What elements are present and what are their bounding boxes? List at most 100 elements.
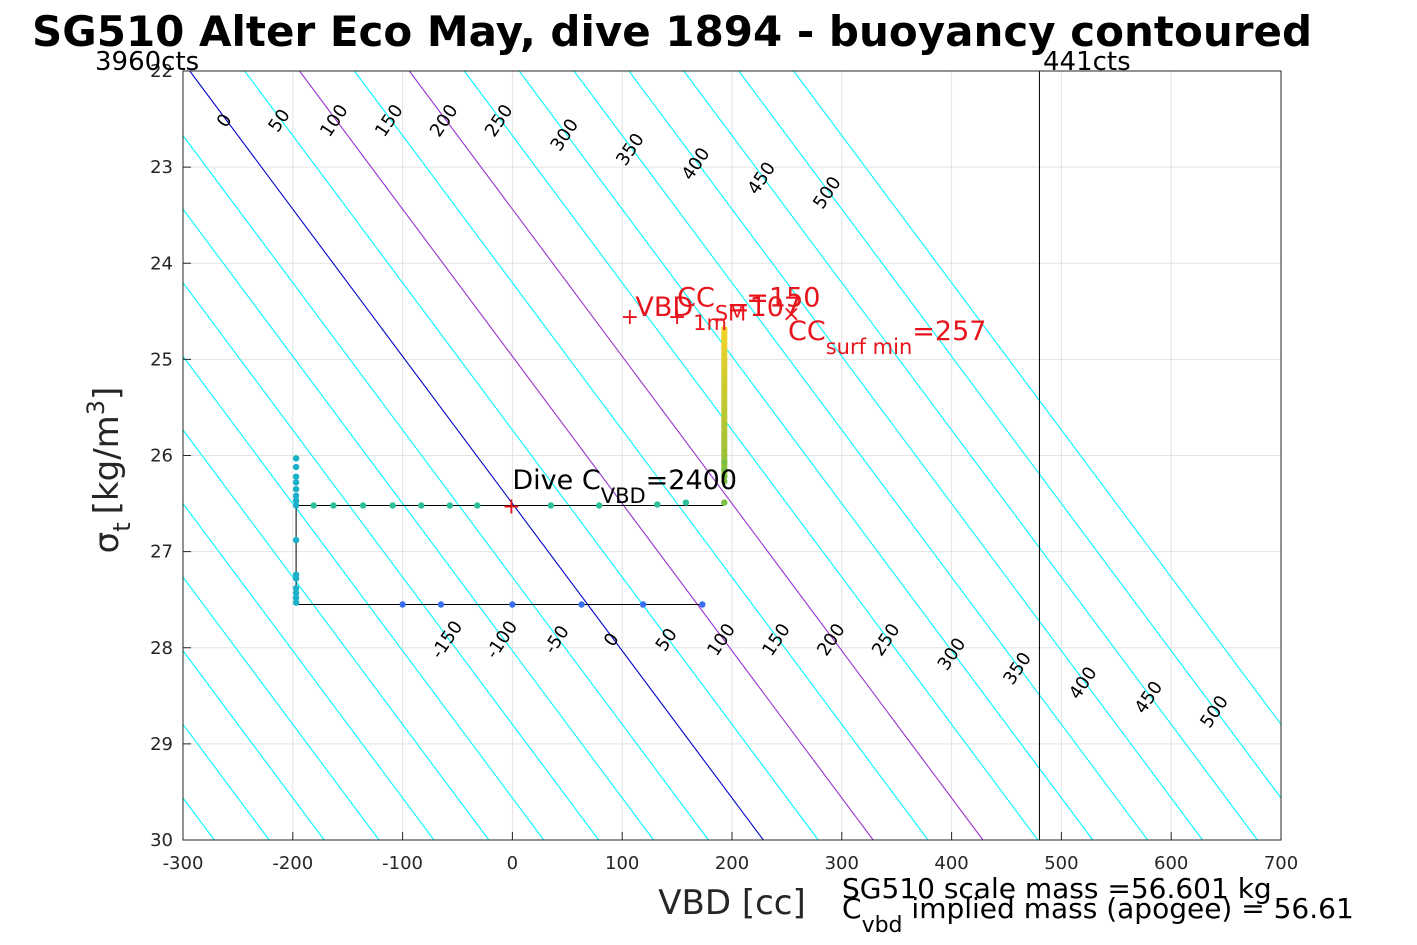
- contour-line: [183, 355, 545, 840]
- data-point: [292, 594, 300, 601]
- contour-line: [463, 71, 1039, 840]
- y-tick-label: 23: [150, 157, 173, 178]
- data-point: [310, 502, 317, 509]
- data-point: [721, 473, 728, 480]
- data-point: [446, 502, 454, 509]
- contour-line: [183, 134, 709, 840]
- marker: ×: [782, 302, 800, 327]
- contour-line: [183, 576, 380, 840]
- y-label-close: ]: [87, 387, 127, 400]
- contour-line: [573, 71, 1149, 840]
- y-tick-label: 27: [150, 542, 173, 563]
- implied-mass-text: Cvbd implied mass (apogee) = 56.61: [842, 892, 1354, 938]
- data-point: [292, 485, 300, 493]
- data-point: [721, 499, 728, 506]
- y-tick-label: 29: [150, 734, 173, 755]
- data-point: [292, 497, 300, 504]
- annotation-suffix: =257: [912, 316, 986, 347]
- dive-path: [295, 504, 724, 605]
- data-point: [292, 473, 300, 480]
- chart-title: SG510 Alter Eco May, dive 1894 - buoyanc…: [32, 7, 1312, 56]
- data-point: [721, 466, 728, 474]
- annotation-vbd_1m: VBD1m=107: [635, 292, 801, 335]
- x-tick-label: -300: [163, 853, 204, 874]
- data-point: [292, 575, 300, 582]
- data-point: [292, 584, 300, 592]
- contour-line: [628, 71, 1203, 840]
- limit-left-label: 3960cts: [95, 47, 199, 77]
- data-point: [547, 502, 555, 509]
- x-tick-label: 300: [825, 853, 859, 874]
- marker: +: [668, 305, 686, 330]
- y-tick-label: 25: [150, 349, 173, 370]
- x-tick-label: -200: [272, 853, 313, 874]
- data-point: [330, 502, 337, 509]
- x-tick-label: 200: [715, 853, 749, 874]
- y-tick-label: 28: [150, 638, 173, 659]
- key-markers: + + + ×: [502, 302, 800, 519]
- y-tick-label: 22: [150, 61, 173, 82]
- data-point: [292, 479, 300, 486]
- annotation-sub: 1m: [693, 311, 727, 335]
- data-point: [292, 463, 300, 471]
- implied-suffix: implied mass (apogee) = 56.61: [903, 892, 1354, 925]
- y-tick-label: 30: [150, 830, 173, 851]
- contour-line: [683, 71, 1258, 840]
- scale-mass-text: SG510 scale mass =56.601 kg: [842, 872, 1272, 905]
- y-tick-label: 24: [150, 253, 173, 274]
- data-point: [509, 601, 516, 608]
- contour-line: [183, 649, 325, 840]
- data-point: [292, 455, 300, 462]
- data-point: [292, 536, 300, 544]
- contour-line: [183, 281, 600, 840]
- annotation-prefix: VBD: [635, 292, 693, 323]
- surface-segment: [721, 326, 728, 477]
- implied-sub: vbd: [862, 913, 903, 938]
- contour-line: [354, 71, 929, 840]
- y-label-symbol: σ: [87, 532, 127, 554]
- y-label-sub: t: [108, 522, 136, 531]
- annotation-prefix: CC: [788, 316, 826, 347]
- contour-line: [408, 71, 984, 840]
- x-tick-label: 100: [605, 853, 639, 874]
- annotation-prefix: CC: [677, 283, 715, 314]
- contour-line: [189, 71, 764, 840]
- x-tick-label: 0: [507, 853, 518, 874]
- annotation-prefix: Dive C: [512, 465, 600, 496]
- marker: +: [502, 494, 520, 519]
- contour-line: [299, 71, 874, 840]
- dive-points: [292, 326, 728, 608]
- data-point: [389, 502, 396, 509]
- data-point: [418, 502, 425, 509]
- data-point: [721, 459, 728, 466]
- x-tick-label: -100: [382, 853, 423, 874]
- data-point: [682, 499, 690, 506]
- data-point: [359, 502, 367, 509]
- data-point: [721, 478, 728, 485]
- contour-line: [518, 71, 1094, 840]
- annotation-suffix: =2400: [646, 465, 737, 496]
- data-point: [474, 502, 481, 509]
- contour-line: [183, 208, 654, 840]
- data-point: [292, 589, 300, 597]
- contour-line: [738, 71, 1281, 799]
- x-tick-label: 500: [1044, 853, 1078, 874]
- x-tick-label: 400: [934, 853, 968, 874]
- annotation-cc_sm: CCSM=150: [677, 283, 820, 326]
- data-point: [578, 601, 585, 608]
- data-point: [399, 601, 406, 608]
- contour-line: [244, 71, 819, 840]
- annotation-sub: surf min: [826, 335, 913, 359]
- annotation-dive_cvbd: Dive CVBD=2400: [512, 465, 737, 508]
- y-axis-label: σt [kg/m3]: [82, 387, 136, 554]
- annotation-suffix: =107: [727, 292, 801, 323]
- y-tick-label: 26: [150, 446, 173, 467]
- buoyancy-contours: [183, 71, 1281, 840]
- annotation-sub: VBD: [601, 484, 646, 508]
- x-axis-label: VBD [cc]: [658, 883, 806, 923]
- data-point: [292, 599, 300, 606]
- contour-line: [183, 429, 490, 840]
- implied-prefix: C: [842, 892, 862, 925]
